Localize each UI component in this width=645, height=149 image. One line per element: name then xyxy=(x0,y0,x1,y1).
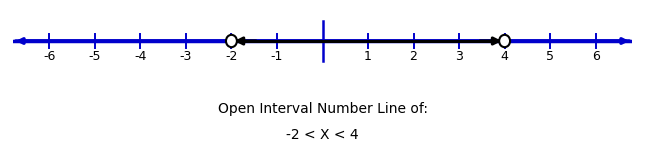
Text: -5: -5 xyxy=(88,50,101,63)
Text: 1: 1 xyxy=(364,50,372,63)
Text: Open Interval Number Line of:: Open Interval Number Line of: xyxy=(217,102,428,116)
Text: 2: 2 xyxy=(410,50,417,63)
Text: -4: -4 xyxy=(134,50,146,63)
Text: 3: 3 xyxy=(455,50,463,63)
Text: 6: 6 xyxy=(591,50,600,63)
Text: -3: -3 xyxy=(180,50,192,63)
Circle shape xyxy=(226,35,237,47)
Text: -2 < X < 4: -2 < X < 4 xyxy=(286,128,359,142)
Text: -6: -6 xyxy=(43,50,55,63)
Text: 5: 5 xyxy=(546,50,554,63)
Text: 4: 4 xyxy=(501,50,508,63)
Text: -2: -2 xyxy=(225,50,237,63)
Text: -1: -1 xyxy=(271,50,283,63)
Circle shape xyxy=(499,35,510,47)
